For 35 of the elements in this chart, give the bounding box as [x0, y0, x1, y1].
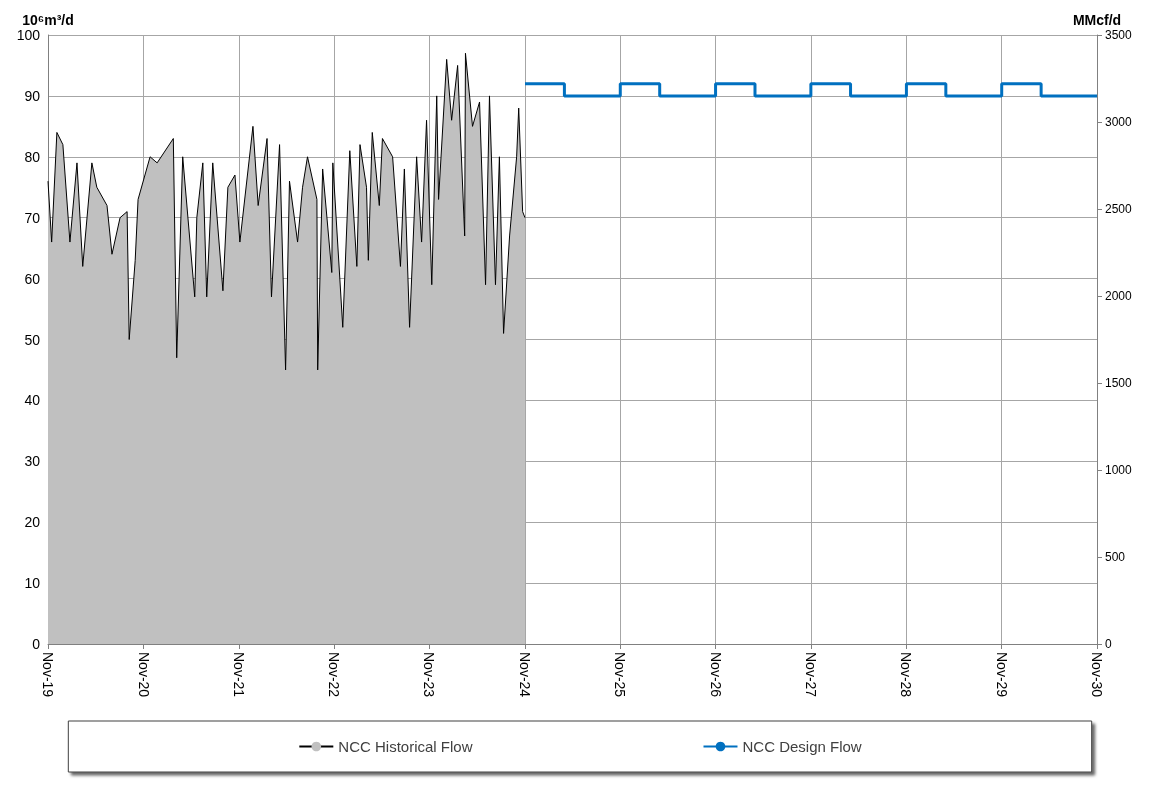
- x-tick-label: Nov-19: [40, 652, 56, 698]
- x-tick-label: Nov-21: [230, 652, 247, 698]
- y2-tick-label: 1000: [1105, 463, 1133, 477]
- y2-tick-label: 3500: [1105, 28, 1133, 42]
- y-tick-label: 60: [24, 270, 41, 287]
- y-tick-label: 90: [24, 87, 41, 104]
- y-tick-label: 20: [24, 514, 41, 531]
- y-tick-label: 80: [24, 148, 41, 165]
- x-tick-label: Nov-26: [707, 652, 724, 698]
- x-tick-label: Nov-27: [802, 652, 819, 698]
- y2-tick-label: 2500: [1105, 202, 1133, 216]
- x-tick-label: Nov-24: [516, 652, 533, 698]
- y2-tick-label: 3000: [1105, 115, 1133, 129]
- y-axis-title: 10⁶m³/d: [22, 12, 74, 28]
- y-tick-label: 70: [24, 209, 41, 226]
- x-tick-label: Nov-22: [326, 652, 343, 698]
- x-tick-label: Nov-25: [612, 652, 629, 698]
- y2-axis-title: MMcf/d: [1072, 12, 1122, 28]
- x-tick-label: Nov-29: [993, 652, 1010, 698]
- y-tick-label: 100: [16, 27, 41, 43]
- legend-label: NCC Historical Flow: [338, 738, 473, 755]
- x-tick-label: Nov-28: [898, 652, 915, 698]
- y-tick-label: 0: [32, 636, 41, 652]
- y2-tick-label: 2000: [1105, 289, 1133, 303]
- y-tick-label: 40: [24, 392, 41, 409]
- y2-tick-label: 0: [1105, 637, 1112, 651]
- x-tick-label: Nov-30: [1089, 652, 1105, 698]
- y-tick-label: 50: [24, 331, 41, 348]
- y2-tick-label: 1500: [1105, 376, 1133, 390]
- y-tick-label: 10: [24, 575, 41, 592]
- legend-label: NCC Design Flow: [742, 738, 862, 755]
- y2-tick-label: 500: [1105, 550, 1126, 564]
- x-tick-label: Nov-23: [421, 652, 438, 698]
- y-tick-label: 30: [24, 453, 41, 470]
- x-tick-label: Nov-20: [135, 652, 152, 698]
